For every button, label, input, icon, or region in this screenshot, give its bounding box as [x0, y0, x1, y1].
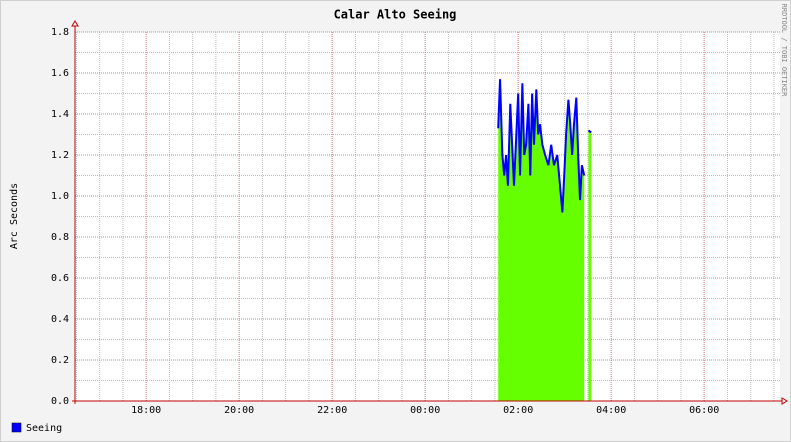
- line: [587, 129, 592, 134]
- line: [497, 79, 586, 213]
- legend-swatch: [11, 422, 22, 433]
- y-tick-label: 0.6: [51, 273, 69, 284]
- x-tick-label: 20:00: [224, 405, 254, 416]
- legend-label: Seeing: [26, 423, 62, 434]
- x-axis-arrow: [781, 397, 788, 405]
- x-tick-label: 06:00: [689, 405, 719, 416]
- y-tick-label: 0.8: [51, 232, 69, 243]
- y-tick-label: 1.8: [51, 27, 69, 38]
- x-tick-label: 18:00: [131, 405, 161, 416]
- y-tick-label: 1.4: [51, 109, 69, 120]
- chart-title: Calar Alto Seeing: [334, 8, 457, 22]
- watermark: RRDTOOL / TOBI OETIKER: [780, 4, 788, 98]
- x-tick-label: 02:00: [503, 405, 533, 416]
- y-axis-arrow: [71, 20, 79, 27]
- y-tick-label: 1.2: [51, 150, 69, 161]
- y-tick-label: 0.0: [51, 396, 69, 407]
- y-axis-label: Arc Seconds: [9, 183, 20, 249]
- area: [498, 79, 585, 402]
- area: [588, 130, 592, 401]
- y-tick-label: 0.2: [51, 355, 69, 366]
- y-tick-label: 1.6: [51, 68, 69, 79]
- x-tick-label: 22:00: [317, 405, 347, 416]
- x-tick-label: 00:00: [410, 405, 440, 416]
- y-tick-label: 1.0: [51, 191, 69, 202]
- y-tick-label: 0.4: [51, 314, 69, 325]
- x-tick-label: 04:00: [596, 405, 626, 416]
